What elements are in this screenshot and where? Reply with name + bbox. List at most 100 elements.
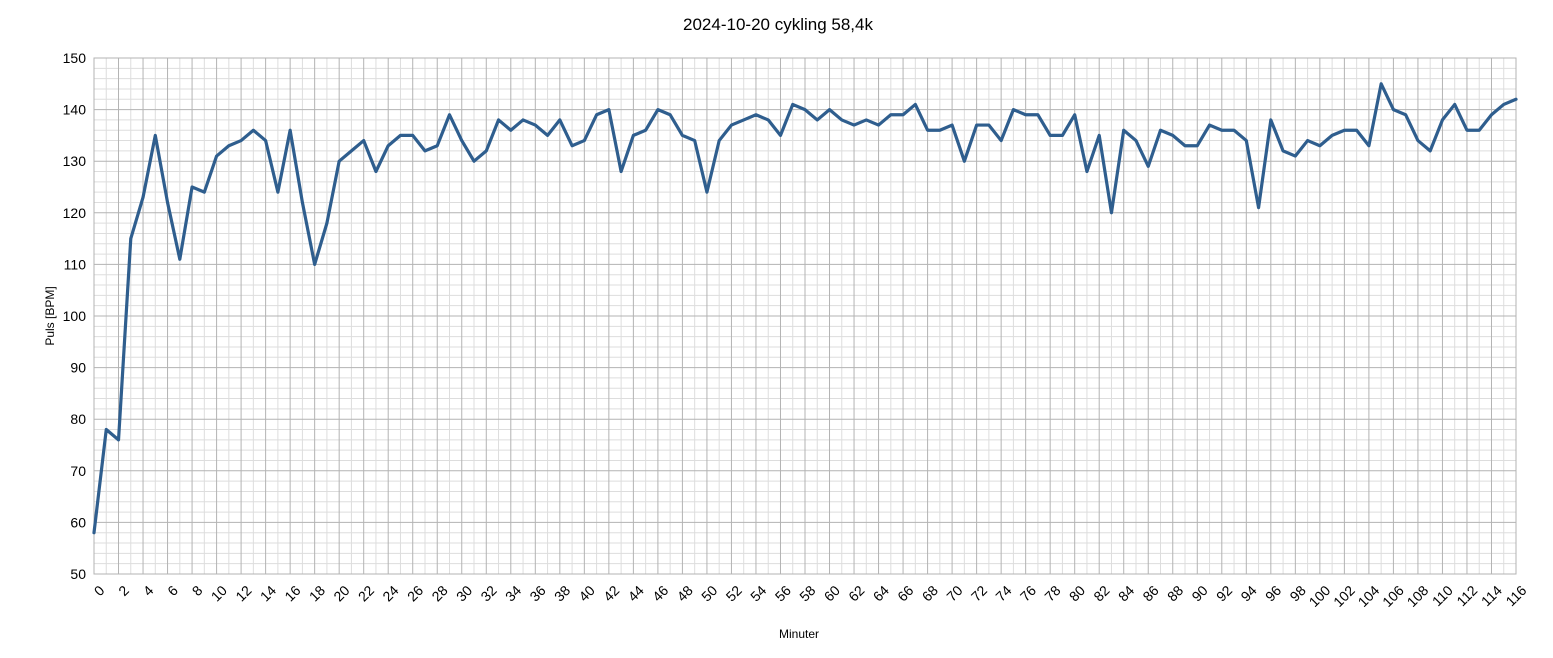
data-point <box>975 123 978 127</box>
data-point <box>1428 149 1432 153</box>
data-point <box>92 531 96 534</box>
x-tick-label: 22 <box>355 582 377 604</box>
x-tick-label: 92 <box>1213 582 1235 604</box>
data-point <box>423 149 427 153</box>
data-point <box>1134 139 1138 142</box>
x-tick-label: 102 <box>1330 582 1358 610</box>
x-tick-label: 96 <box>1262 582 1284 604</box>
x-tick-label: 58 <box>796 582 818 604</box>
data-point <box>288 129 292 132</box>
data-point <box>472 160 476 163</box>
data-point <box>570 144 574 147</box>
data-point <box>509 129 512 132</box>
x-tick-label: 72 <box>968 582 990 604</box>
x-tick-label: 98 <box>1286 582 1308 604</box>
data-point <box>350 149 353 153</box>
x-tick-label: 106 <box>1379 582 1407 610</box>
data-point <box>264 139 267 142</box>
x-tick-label: 48 <box>674 582 696 604</box>
data-point <box>767 118 770 122</box>
data-point <box>595 113 598 116</box>
x-axis-title: Minuter <box>779 627 819 641</box>
data-point <box>239 139 243 142</box>
data-point <box>1232 129 1236 132</box>
data-point <box>1392 108 1395 111</box>
data-point <box>1183 144 1187 147</box>
data-point <box>938 129 942 132</box>
data-point <box>754 113 758 116</box>
x-tick-label: 90 <box>1188 582 1210 604</box>
x-tick-label: 24 <box>379 582 401 604</box>
x-tick-label: 104 <box>1355 582 1383 610</box>
data-point <box>1220 129 1223 132</box>
x-tick-label: 46 <box>649 582 671 604</box>
data-point <box>558 118 562 122</box>
data-point <box>1306 139 1309 142</box>
data-point <box>644 129 647 132</box>
x-tick-label: 74 <box>992 582 1014 604</box>
x-axis-tick-labels: 0 2 4 6 8 10 12 14 16 18 20 22 24 26 28 30 32 34 36 38 40 42 4… <box>91 582 1530 610</box>
data-point <box>411 134 414 137</box>
data-point <box>779 134 782 137</box>
data-point <box>950 123 954 127</box>
data-point <box>1294 154 1297 158</box>
data-point <box>901 113 905 116</box>
data-point <box>999 139 1003 142</box>
data-point <box>521 118 525 122</box>
data-point <box>1343 129 1346 132</box>
x-tick-label: 44 <box>625 582 647 604</box>
x-tick-label: 6 <box>164 582 181 599</box>
data-point <box>227 144 231 147</box>
data-point <box>105 428 108 431</box>
data-point <box>877 123 880 127</box>
data-point <box>1024 113 1027 116</box>
x-tick-label: 8 <box>189 582 206 599</box>
x-tick-label: 68 <box>919 582 941 604</box>
data-point <box>325 221 329 225</box>
data-point <box>693 139 696 142</box>
x-tick-label: 30 <box>453 582 475 604</box>
data-point <box>1196 144 1199 147</box>
data-point <box>717 139 721 142</box>
data-point <box>436 144 439 147</box>
data-point <box>374 170 378 173</box>
data-point <box>1061 134 1064 137</box>
data-point <box>1147 165 1150 168</box>
data-point <box>276 190 280 194</box>
data-point <box>816 118 819 122</box>
data-point <box>852 123 856 127</box>
data-point <box>1073 113 1076 116</box>
data-point <box>534 123 537 127</box>
data-point <box>1208 123 1211 127</box>
y-tick-label: 90 <box>70 360 86 376</box>
data-point <box>141 196 145 199</box>
chart-title: 2024-10-20 cykling 58,4k <box>683 15 873 34</box>
data-point <box>485 149 488 153</box>
data-point <box>178 258 182 261</box>
data-point <box>1330 134 1334 137</box>
x-tick-label: 20 <box>330 582 352 604</box>
data-point <box>1048 134 1052 137</box>
data-point <box>742 118 745 122</box>
data-point <box>681 134 684 137</box>
data-point <box>1441 118 1444 122</box>
data-points <box>92 82 1518 534</box>
data-point <box>914 103 917 106</box>
data-point <box>963 160 966 163</box>
x-tick-label: 14 <box>257 582 279 604</box>
y-tick-label: 130 <box>63 153 87 169</box>
data-point <box>546 134 549 137</box>
data-point <box>668 113 672 116</box>
data-point <box>889 113 893 116</box>
x-tick-label: 86 <box>1139 582 1161 604</box>
x-tick-label: 100 <box>1306 582 1334 610</box>
data-point <box>129 237 132 240</box>
data-point <box>1171 134 1174 137</box>
x-tick-label: 0 <box>91 582 108 599</box>
data-point <box>1416 139 1420 142</box>
x-tick-label: 28 <box>428 582 450 604</box>
data-point <box>865 118 868 122</box>
y-tick-label: 100 <box>63 308 87 324</box>
data-point <box>1036 113 1040 116</box>
x-tick-label: 10 <box>208 582 230 604</box>
